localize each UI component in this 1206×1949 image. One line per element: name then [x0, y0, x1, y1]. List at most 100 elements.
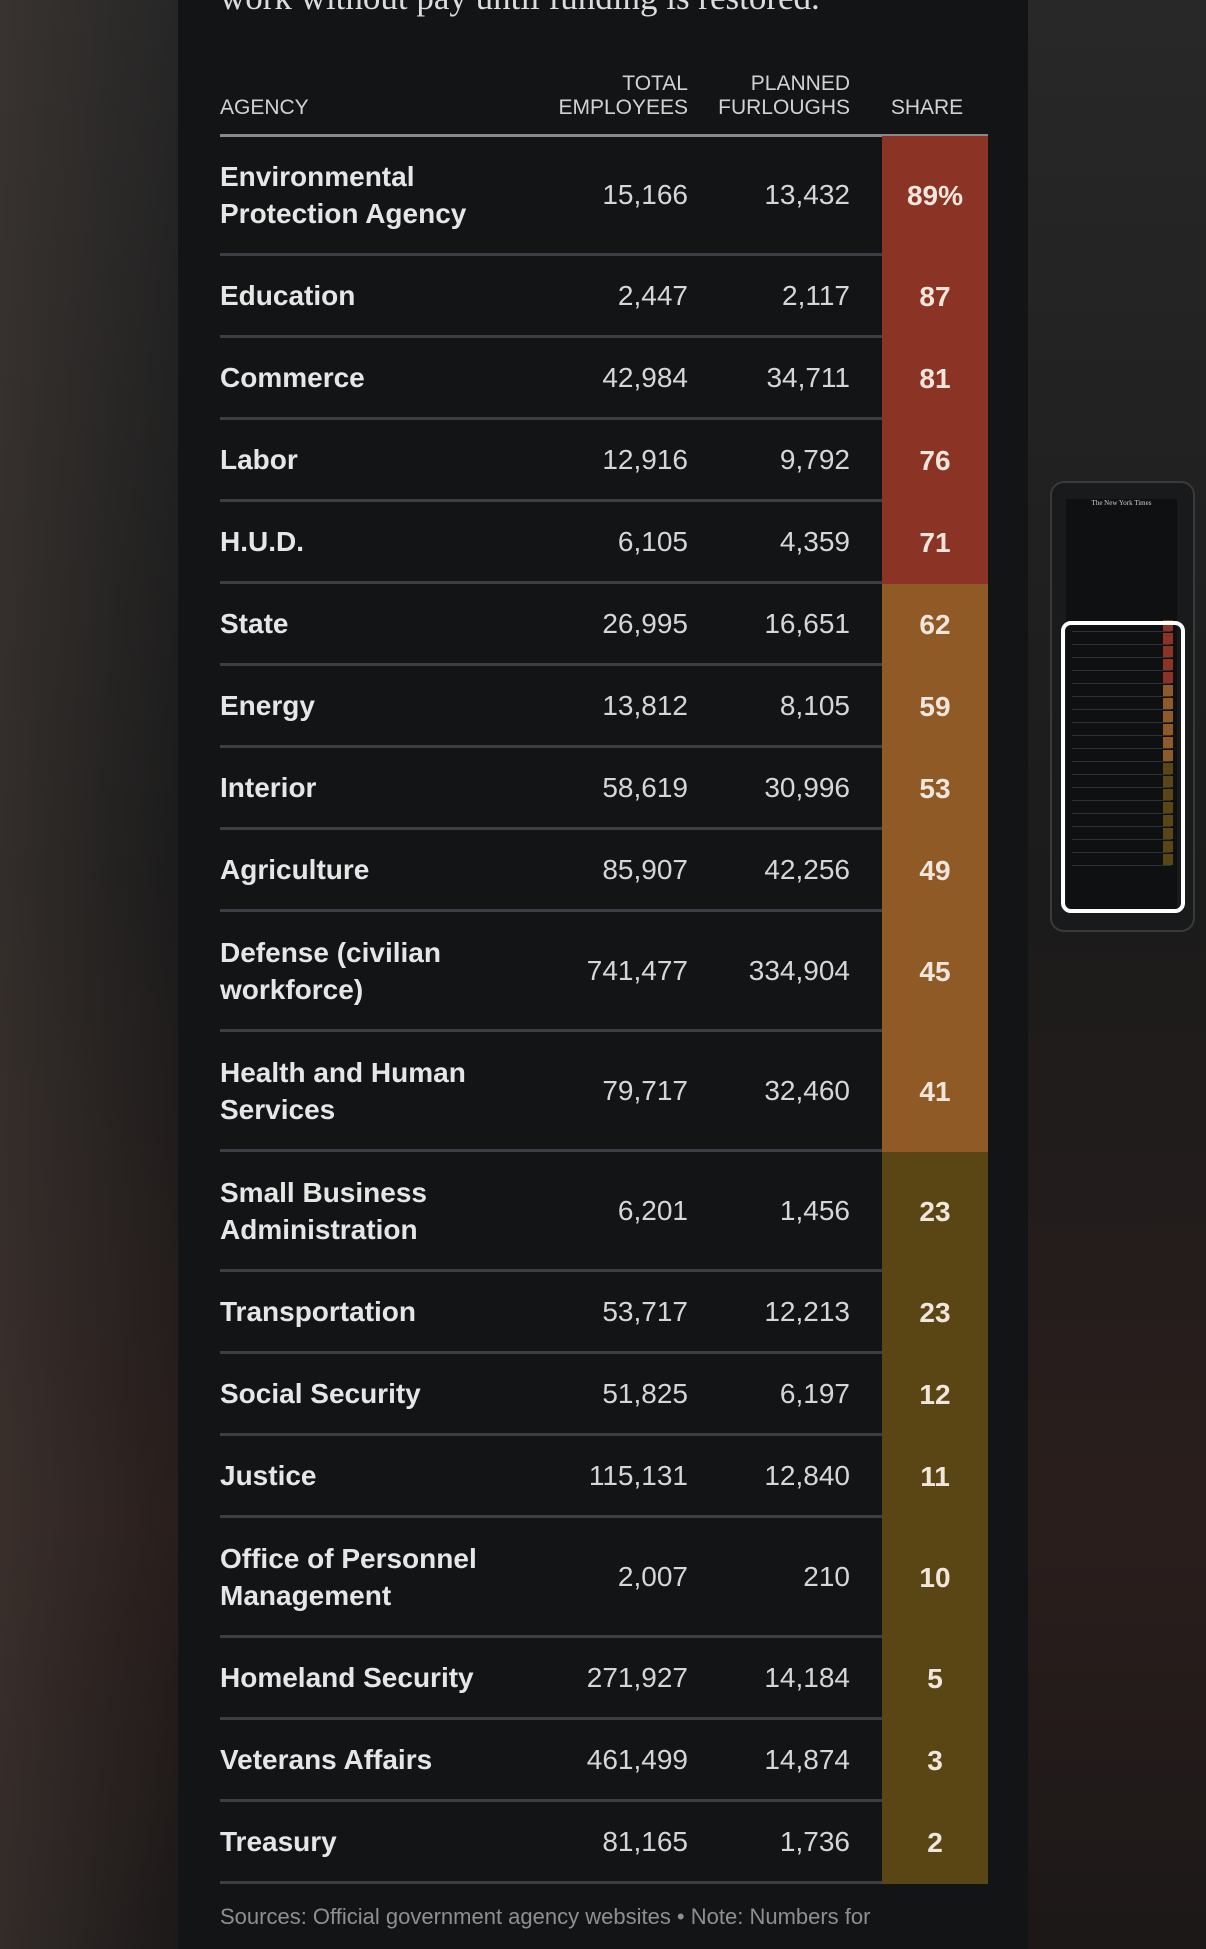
header-total-line1: TOTAL [622, 72, 688, 95]
table-row: Education 2,447 2,117 87 [220, 256, 988, 338]
share-cell: 45 [882, 912, 988, 1032]
minimap-row [1072, 826, 1171, 827]
minimap-row [1072, 761, 1171, 762]
minimap-row [1072, 696, 1171, 697]
planned-furloughs: 334,904 [748, 954, 850, 986]
minimap-share [1163, 750, 1173, 761]
minimap-viewport-highlight[interactable] [1061, 621, 1185, 913]
total-employees: 461,499 [586, 1743, 688, 1775]
total-employees: 2,447 [617, 279, 688, 311]
minimap-share [1163, 646, 1173, 657]
agency-name: Office of Personnel Management [220, 1542, 477, 1611]
minimap-row [1072, 852, 1171, 853]
table-header: AGENCY TOTAL EMPLOYEES PLANNED FURLOUGHS… [220, 56, 988, 137]
share-cell: 23 [882, 1272, 988, 1354]
agency-name: Homeland Security [220, 1662, 474, 1693]
share-cell: 76 [882, 420, 988, 502]
minimap-row [1072, 748, 1171, 749]
minimap-share [1163, 776, 1173, 787]
agency-name: Veterans Affairs [220, 1744, 433, 1775]
minimap-share [1163, 802, 1173, 813]
table-row: H.U.D. 6,105 4,359 71 [220, 502, 988, 584]
planned-furloughs: 30,996 [764, 771, 850, 803]
share-cell: 12 [882, 1354, 988, 1436]
total-employees: 12,916 [602, 443, 688, 475]
share-cell: 53 [882, 748, 988, 830]
total-employees: 42,984 [602, 361, 688, 393]
background-left [0, 0, 178, 1949]
total-employees: 271,927 [586, 1661, 688, 1693]
share-cell: 87 [882, 256, 988, 338]
table-row: Health and Human Services 79,717 32,460 41 [220, 1032, 988, 1152]
share-cell: 62 [882, 584, 988, 666]
total-employees: 15,166 [602, 178, 688, 210]
minimap-row [1072, 735, 1171, 736]
table-row: Social Security 51,825 6,197 12 [220, 1354, 988, 1436]
agency-name: Social Security [220, 1378, 421, 1409]
agency-name: Labor [220, 444, 298, 475]
minimap-share [1163, 711, 1173, 722]
header-share: SHARE [890, 96, 964, 119]
agency-name: Transportation [220, 1296, 417, 1327]
minimap-row [1072, 683, 1171, 684]
minimap-share [1163, 724, 1173, 735]
share-cell: 2 [882, 1802, 988, 1884]
minimap-share [1163, 789, 1173, 800]
total-employees: 2,007 [617, 1560, 688, 1592]
minimap-share [1163, 815, 1173, 826]
planned-furloughs: 8,105 [779, 689, 850, 721]
table-row: Veterans Affairs 461,499 14,874 3 [220, 1720, 988, 1802]
minimap-share [1163, 698, 1173, 709]
article-panel: work without pay until funding is restor… [178, 0, 1028, 1949]
planned-furloughs: 6,197 [779, 1377, 850, 1409]
table-row: Small Business Administration 6,201 1,456 2… [220, 1152, 988, 1272]
planned-furloughs: 210 [803, 1560, 850, 1592]
table-row: Environmental Protection Agency 15,166 13,… [220, 136, 988, 256]
minimap-title: The New York Times [1091, 499, 1152, 507]
total-employees: 81,165 [602, 1825, 688, 1857]
total-employees: 741,477 [586, 954, 688, 986]
page-minimap[interactable]: The New York Times [1050, 481, 1195, 932]
header-planned-line2: FURLOUGHS [718, 96, 850, 119]
total-employees: 51,825 [602, 1377, 688, 1409]
minimap-row [1072, 709, 1171, 710]
table-row: Agriculture 85,907 42,256 49 [220, 830, 988, 912]
minimap-screen: The New York Times [1066, 499, 1177, 909]
share-cell: 49 [882, 830, 988, 912]
planned-furloughs: 14,184 [764, 1661, 850, 1693]
total-employees: 6,105 [617, 525, 688, 557]
agency-name: H.U.D. [220, 526, 304, 557]
planned-furloughs: 34,711 [766, 361, 850, 393]
total-employees: 53,717 [602, 1295, 688, 1327]
share-cell: 3 [882, 1720, 988, 1802]
planned-furloughs: 42,256 [764, 853, 850, 885]
planned-furloughs: 14,874 [764, 1743, 850, 1775]
sources-note: Sources: Official government agency webs… [220, 1904, 871, 1929]
table-row: Commerce 42,984 34,711 81 [220, 338, 988, 420]
agency-name: Justice [220, 1460, 317, 1491]
minimap-row [1072, 774, 1171, 775]
agency-name: State [220, 608, 289, 639]
planned-furloughs: 2,117 [782, 279, 850, 311]
agency-name: Energy [220, 690, 315, 721]
minimap-share [1163, 828, 1173, 839]
share-cell: 5 [882, 1638, 988, 1720]
agency-name: Commerce [220, 362, 365, 393]
minimap-row [1072, 631, 1171, 632]
planned-furloughs: 12,213 [764, 1295, 850, 1327]
header-planned-furloughs: PLANNED FURLOUGHS [718, 72, 850, 120]
minimap-row [1072, 813, 1171, 814]
table-row: Interior 58,619 30,996 53 [220, 748, 988, 830]
total-employees: 79,717 [602, 1074, 688, 1106]
planned-furloughs: 4,359 [779, 525, 850, 557]
total-employees: 6,201 [617, 1194, 688, 1226]
share-cell: 41 [882, 1032, 988, 1152]
share-cell: 71 [882, 502, 988, 584]
table-row: Transportation 53,717 12,213 23 [220, 1272, 988, 1354]
planned-furloughs: 1,456 [779, 1194, 850, 1226]
minimap-row [1072, 670, 1171, 671]
share-cell: 89% [882, 136, 988, 256]
share-cell: 11 [882, 1436, 988, 1518]
planned-furloughs: 12,840 [764, 1459, 850, 1491]
total-employees: 58,619 [602, 771, 688, 803]
